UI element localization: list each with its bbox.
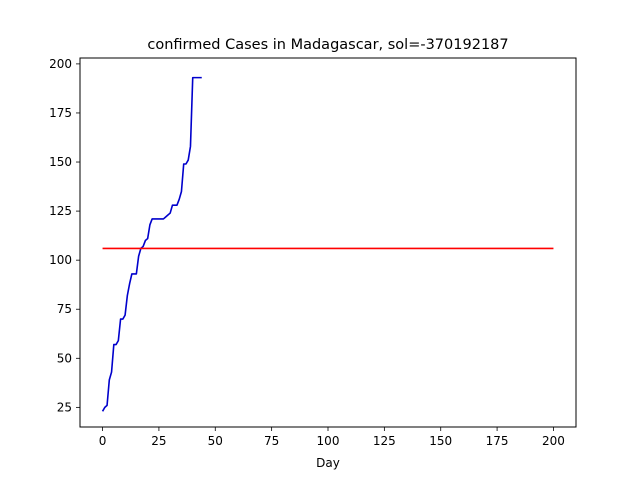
x-tick-label: 150: [429, 434, 452, 448]
x-tick-label: 75: [264, 434, 279, 448]
y-tick-label: 150: [49, 155, 72, 169]
x-tick-label: 0: [99, 434, 107, 448]
y-axis: 25 50 75 100 125 150 175 200: [49, 57, 80, 414]
x-tick-label: 125: [373, 434, 396, 448]
x-tick-label: 50: [208, 434, 223, 448]
x-axis-label: Day: [316, 456, 340, 470]
y-tick-label: 125: [49, 204, 72, 218]
chart-title: confirmed Cases in Madagascar, sol=-3701…: [147, 37, 508, 53]
x-tick-label: 25: [151, 434, 166, 448]
x-tick-label: 200: [542, 434, 565, 448]
x-tick-label: 100: [317, 434, 340, 448]
x-tick-label: 175: [486, 434, 509, 448]
axes-frame: [79, 57, 577, 428]
x-axis: 0 25 50 75 100 125 150 175 200: [99, 427, 565, 448]
series-line-1: [101, 76, 202, 412]
y-tick-label: 25: [57, 400, 72, 414]
y-tick-label: 50: [57, 351, 72, 365]
plot-area: [101, 76, 554, 412]
y-tick-label: 75: [57, 302, 72, 316]
y-tick-label: 175: [49, 106, 72, 120]
y-tick-label: 200: [49, 57, 72, 71]
y-tick-label: 100: [49, 253, 72, 267]
